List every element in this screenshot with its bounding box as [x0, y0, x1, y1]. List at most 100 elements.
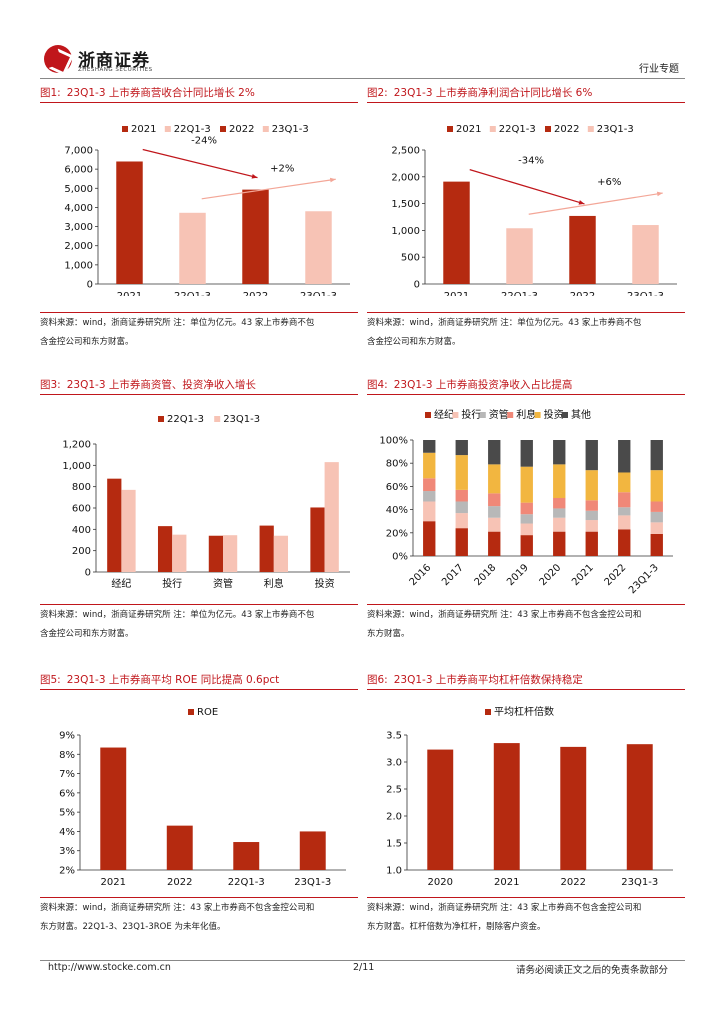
x-tick-label: 2022 — [561, 877, 586, 888]
y-tick-label: 7,000 — [64, 146, 93, 157]
legend-swatch — [262, 126, 269, 132]
bar — [179, 212, 206, 284]
legend-label: ROE — [197, 707, 218, 718]
source-line: 含金控公司和东方财富。 — [40, 337, 134, 347]
bar — [100, 747, 127, 870]
stacked-segment — [423, 440, 436, 453]
legend-label: 2022 — [554, 124, 579, 135]
figure-number: 图4: — [367, 379, 388, 391]
source-line: 资料来源：wind，浙商证券研究所 注：43 家上市券商不包含金控公司和 — [367, 903, 642, 913]
stacked-segment — [585, 531, 598, 556]
bar — [223, 535, 238, 572]
trend-arrow-head — [329, 177, 336, 183]
chart-figure-3: 22Q1-3 23Q1-3 0 200 400 600 800 1,000 1,200 经纪 投行 资… — [62, 414, 350, 590]
y-tick-label: 2,000 — [391, 172, 420, 183]
figure-source: 资料来源：wind，浙商证券研究所 注：单位为亿元。43 家上市券商不包 含金控公… — [367, 312, 685, 352]
stacked-segment — [553, 531, 566, 556]
chart-figure-5: ROE 2% 3% 4% 5% 6% 7% 8% 9% 2021 2022 22Q1-3 23Q1-3 — [59, 707, 346, 888]
source-line: 资料来源：wind，浙商证券研究所 注：43 家上市券商不包含金控公司和 — [367, 610, 642, 620]
figure-title: 图3: 23Q1-3 上市券商资管、投资净收入增长 — [40, 378, 358, 395]
legend-label: 其他 — [571, 408, 591, 421]
y-tick-label: 40% — [386, 505, 408, 516]
figure-title: 图1: 23Q1-3 上市券商营收合计同比增长 2% — [40, 86, 358, 103]
figure-title: 图2: 23Q1-3 上市券商净利润合计同比增长 6% — [367, 86, 685, 103]
legend-swatch — [447, 126, 453, 132]
page-header: 浙商证券 ZHESHANG SECURITIES 行业专题 — [40, 40, 685, 80]
trend-arrow-head — [251, 174, 258, 179]
footer-url[interactable]: http://www.stocke.com.cn — [48, 962, 171, 973]
bar — [626, 744, 653, 870]
legend-swatch — [562, 412, 568, 418]
page-number: 2/11 — [353, 962, 375, 973]
y-tick-label: 3.5 — [386, 731, 402, 742]
y-tick-label: 6,000 — [64, 165, 93, 176]
x-tick-label: 23Q1-3 — [294, 877, 331, 888]
y-tick-label: 60% — [386, 482, 408, 493]
x-tick-label: 23Q1-3 — [627, 562, 661, 596]
bar — [493, 743, 520, 870]
y-tick-label: 1,200 — [62, 440, 91, 451]
bar — [427, 749, 454, 870]
y-tick-label: 20% — [386, 528, 408, 539]
annotation: +2% — [270, 163, 294, 174]
y-tick-label: 1,000 — [64, 260, 93, 271]
figure-title-text: 23Q1-3 上市券商营收合计同比增长 2% — [66, 87, 255, 99]
y-tick-label: 0 — [87, 280, 93, 291]
stacked-segment — [423, 452, 436, 479]
figure-source: 资料来源：wind，浙商证券研究所 注：单位为亿元。43 家上市券商不包 含金控公… — [40, 604, 358, 644]
y-tick-label: 0 — [414, 280, 420, 291]
y-tick-label: 2.0 — [386, 812, 402, 823]
x-tick-label: 2019 — [505, 562, 531, 588]
x-tick-label: 2022 — [167, 877, 192, 888]
stacked-segment — [650, 501, 663, 512]
trend-arrow-head — [656, 191, 663, 197]
trend-arrow — [469, 169, 585, 205]
bar — [443, 181, 470, 284]
x-tick-label: 22Q1-3 — [174, 291, 211, 296]
header-divider — [40, 78, 685, 79]
annotation: -34% — [518, 156, 544, 167]
figure-source: 资料来源：wind，浙商证券研究所 注：43 家上市券商不包含金控公司和 东方财富… — [367, 897, 685, 937]
y-tick-label: 8% — [59, 750, 75, 761]
trend-arrow — [528, 192, 663, 215]
y-tick-label: 7% — [59, 769, 75, 780]
stacked-segment — [618, 472, 631, 493]
legend-label: 利息 — [516, 408, 536, 421]
figure-title: 图5: 23Q1-3 上市券商平均 ROE 同比提高 0.6pct — [40, 673, 358, 690]
legend-label: 平均杠杆倍数 — [494, 705, 554, 718]
y-tick-label: 600 — [72, 504, 91, 515]
source-line: 含金控公司和东方财富。 — [367, 337, 461, 347]
x-tick-label: 经纪 — [111, 577, 131, 590]
source-line: 资料来源：wind，浙商证券研究所 注：单位为亿元。43 家上市券商不包 — [367, 318, 642, 328]
source-line: 含金控公司和东方财富。 — [40, 629, 134, 639]
y-tick-label: 80% — [386, 459, 408, 470]
legend-label: 23Q1-3 — [272, 124, 309, 135]
legend-label: 2021 — [456, 124, 481, 135]
figure-number: 图3: — [40, 379, 61, 391]
stacked-segment — [553, 498, 566, 509]
stacked-segment — [585, 470, 598, 501]
figure-title: 图4: 23Q1-3 上市券商投资净收入占比提高 — [367, 378, 685, 395]
legend-swatch — [485, 709, 491, 715]
stacked-segment — [455, 501, 468, 514]
x-tick-label: 2021 — [101, 877, 126, 888]
source-line: 东方财富。22Q1-3、23Q1-3ROE 为未年化值。 — [40, 922, 226, 932]
bar — [208, 535, 223, 572]
stacked-segment — [618, 507, 631, 516]
legend-label: 投行 — [461, 408, 481, 421]
y-tick-label: 5% — [59, 808, 75, 819]
bar — [560, 746, 587, 870]
y-tick-label: 1,000 — [62, 461, 91, 472]
figure-source: 资料来源：wind，浙商证券研究所 注：单位为亿元。43 家上市券商不包 含金控公… — [40, 312, 358, 352]
stacked-segment — [488, 464, 501, 494]
stacked-segment — [520, 535, 533, 556]
figure-number: 图5: — [40, 674, 61, 686]
x-tick-label: 投资 — [315, 577, 335, 590]
stacked-segment — [650, 511, 663, 523]
stacked-segment — [520, 502, 533, 515]
x-tick-label: 2022 — [603, 562, 629, 588]
x-tick-label: 2018 — [473, 562, 499, 588]
legend-swatch — [534, 412, 541, 418]
y-tick-label: 800 — [72, 482, 91, 493]
x-tick-label: 2022 — [570, 291, 595, 296]
